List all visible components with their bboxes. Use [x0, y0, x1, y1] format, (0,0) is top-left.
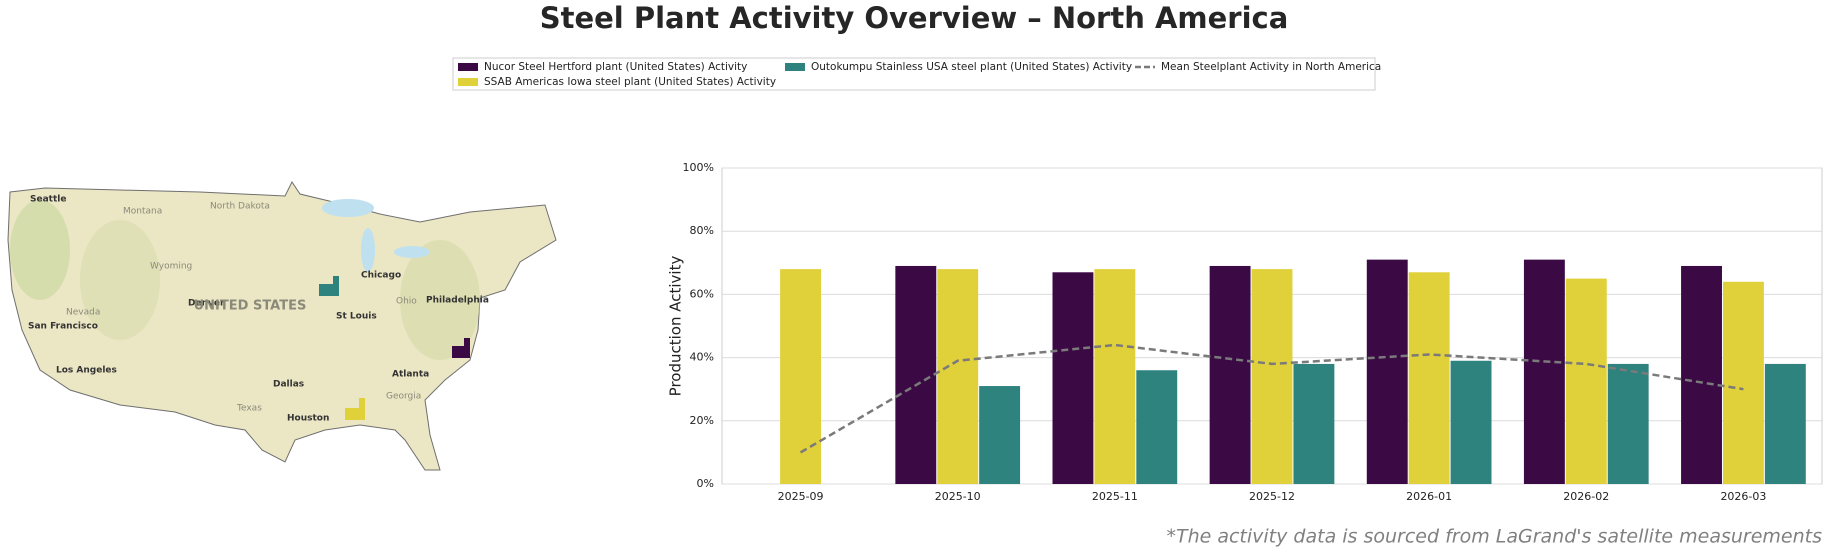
map-label: Wyoming: [150, 262, 192, 272]
bar: [1366, 259, 1408, 484]
x-tick-label: 2026-01: [1406, 490, 1452, 503]
legend-label: Outokumpu Stainless USA steel plant (Uni…: [811, 61, 1132, 73]
legend-box: [452, 57, 1376, 91]
map-label: Denver: [188, 299, 225, 309]
y-tick-label: 0%: [697, 477, 714, 490]
map-label: Seattle: [30, 195, 66, 205]
bar: [1293, 363, 1335, 484]
legend-swatch: [785, 63, 805, 71]
bar: [1052, 272, 1094, 484]
footnote: *The activity data is sourced from LaGra…: [1166, 526, 1822, 548]
bar: [1136, 370, 1178, 484]
lake: [394, 246, 430, 258]
bar: [1764, 363, 1806, 484]
terrain: [80, 220, 160, 340]
bar: [1251, 269, 1293, 484]
x-tick-label: 2025-12: [1249, 490, 1295, 503]
legend-swatch: [458, 63, 478, 71]
bar: [979, 386, 1021, 484]
x-tick-label: 2026-03: [1720, 490, 1766, 503]
chart-title: Steel Plant Activity Overview – North Am…: [540, 1, 1289, 35]
bar: [895, 265, 937, 484]
map-label: Georgia: [386, 392, 421, 402]
bar: [1681, 265, 1722, 484]
map-label: UNITED STATES: [194, 299, 307, 314]
y-axis-label: Production Activity: [667, 256, 685, 397]
map-label: Dallas: [273, 380, 304, 390]
x-tick-label: 2026-02: [1563, 490, 1609, 503]
map-label: Los Angeles: [56, 366, 117, 376]
map-label: St Louis: [336, 312, 377, 322]
map: Seattle San Francisco Los Angeles Denver…: [7, 181, 557, 471]
map-label: Atlanta: [392, 370, 429, 380]
bar: [937, 269, 979, 484]
y-tick-label: 60%: [690, 287, 714, 300]
plant-icon: [319, 276, 339, 296]
terrain: [10, 200, 70, 300]
y-tick-label: 100%: [683, 161, 714, 174]
x-tick-label: 2025-10: [935, 490, 981, 503]
map-label: Texas: [236, 404, 262, 414]
legend-swatch: [458, 78, 478, 86]
map-label: Philadelphia: [426, 296, 489, 306]
plant-icon: [345, 398, 365, 420]
y-tick-label: 40%: [690, 351, 714, 364]
legend-label: Nucor Steel Hertford plant (United State…: [484, 61, 747, 73]
x-tick-label: 2025-09: [778, 490, 824, 503]
map-label: San Francisco: [28, 322, 98, 332]
legend-label: Mean Steelplant Activity in North Americ…: [1161, 61, 1381, 73]
map-label: Houston: [287, 414, 329, 424]
map-label: Chicago: [361, 271, 401, 281]
map-label: Montana: [123, 207, 162, 217]
bar: [1094, 269, 1136, 484]
y-tick-label: 20%: [690, 414, 714, 427]
bar: [1209, 265, 1251, 484]
bar: [1722, 281, 1764, 484]
bar: [1450, 360, 1492, 484]
terrain: [400, 240, 480, 360]
bar: [1565, 278, 1607, 484]
map-label: North Dakota: [210, 202, 270, 212]
map-label: Ohio: [396, 297, 417, 307]
bar: [1408, 272, 1450, 484]
bar: [1523, 259, 1565, 484]
legend-label: SSAB Americas Iowa steel plant (United S…: [484, 76, 776, 88]
y-tick-label: 80%: [690, 224, 714, 237]
map-label: Nevada: [66, 308, 100, 318]
mean-line: [799, 343, 1744, 454]
bar: [780, 269, 822, 484]
x-tick-label: 2025-11: [1092, 490, 1138, 503]
lake: [322, 199, 374, 217]
plant-icon: [452, 338, 470, 358]
lake: [361, 228, 375, 272]
bar: [1607, 363, 1649, 484]
